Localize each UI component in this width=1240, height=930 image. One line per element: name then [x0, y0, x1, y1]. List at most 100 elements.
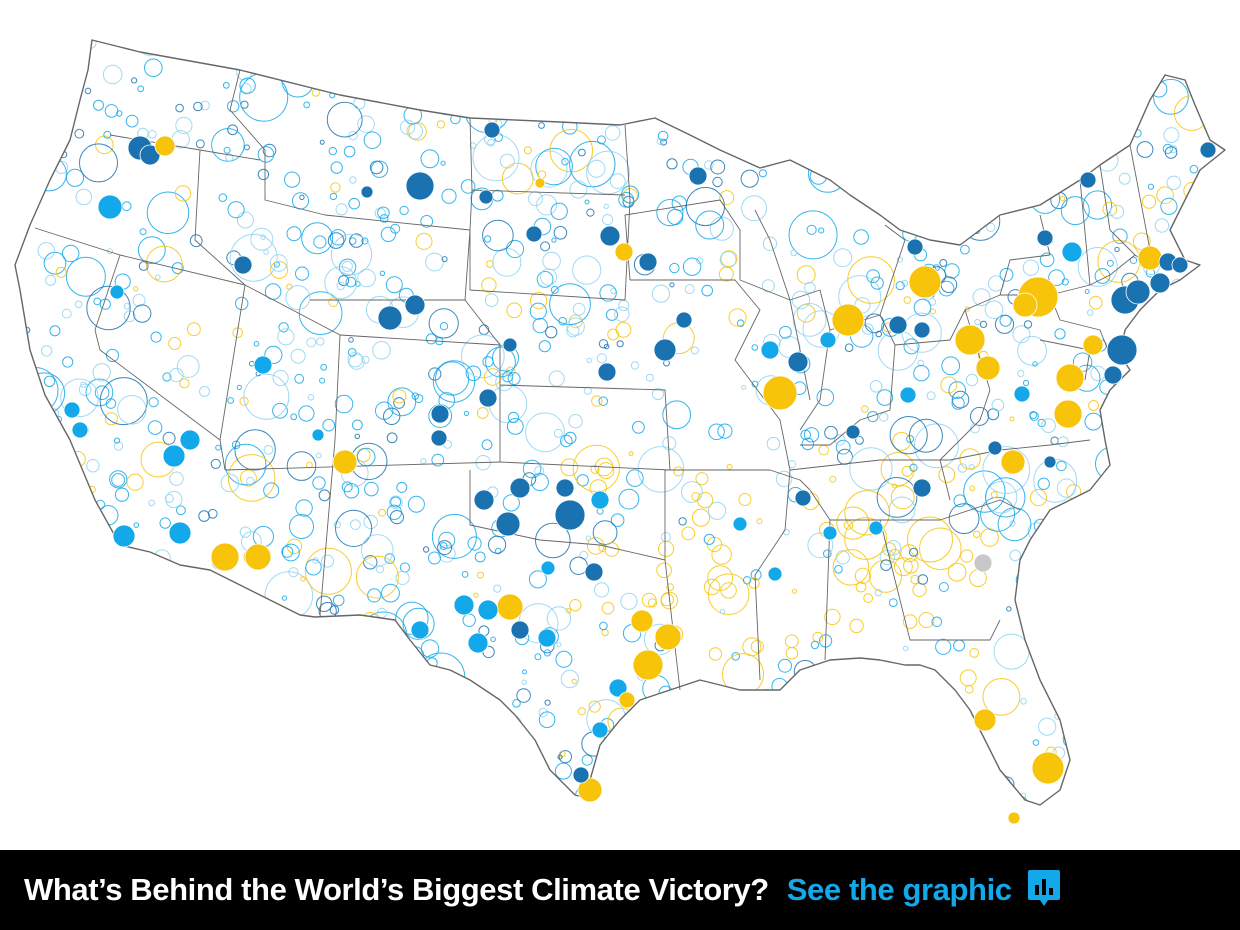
hollow-bubble: [55, 553, 63, 561]
hollow-bubble: [1068, 535, 1078, 544]
hollow-bubble: [315, 452, 322, 459]
hollow-bubble: [56, 134, 63, 141]
hollow-bubble: [306, 337, 317, 348]
hollow-bubble: [66, 765, 77, 775]
hollow-bubble: [406, 122, 424, 140]
hollow-bubble: [843, 520, 854, 530]
hollow-bubble: [348, 353, 365, 370]
solid-bubble: [311, 428, 325, 442]
hollow-bubble: [1202, 46, 1220, 64]
solid-bubble: [1007, 811, 1021, 825]
hollow-bubble: [375, 401, 394, 420]
hollow-bubble: [800, 429, 812, 441]
hollow-bubble: [666, 770, 684, 788]
hollow-bubble: [944, 263, 960, 279]
hollow-bubble: [314, 40, 333, 55]
hollow-bubble: [402, 607, 435, 641]
hollow-bubble: [682, 257, 702, 276]
hollow-bubble: [224, 443, 267, 486]
hollow-bubble: [1140, 686, 1155, 701]
hollow-bubble: [647, 598, 658, 608]
hollow-bubble: [361, 774, 375, 789]
hollow-bubble: [326, 101, 363, 138]
hollow-bubble: [1163, 127, 1180, 144]
bar-chart-icon[interactable]: [1026, 868, 1062, 913]
hollow-bubble: [306, 668, 321, 683]
state-border: [244, 284, 341, 616]
hollow-bubble: [1142, 194, 1157, 209]
hollow-bubble: [964, 306, 970, 312]
hollow-bubble: [180, 629, 188, 636]
state-border: [219, 284, 246, 441]
hollow-bubble: [1203, 794, 1210, 801]
solid-bubble: [762, 375, 798, 411]
hollow-bubble: [298, 405, 315, 422]
hollow-bubble: [908, 418, 943, 453]
hollow-bubble: [742, 40, 791, 86]
hollow-bubble: [1002, 130, 1016, 145]
hollow-bubble: [505, 738, 517, 750]
hollow-bubble: [21, 214, 29, 223]
hollow-bubble: [997, 507, 1032, 542]
hollow-bubble: [169, 699, 178, 707]
hollow-bubble: [1088, 400, 1100, 411]
solid-bubble: [572, 766, 590, 784]
hollow-bubble: [886, 40, 893, 47]
hollow-bubble: [121, 201, 132, 212]
hollow-bubble: [1136, 569, 1154, 586]
hollow-bubble: [508, 760, 525, 776]
hollow-bubble: [500, 85, 519, 104]
hollow-bubble: [986, 222, 996, 233]
hollow-bubble: [227, 100, 240, 113]
hollow-bubble: [557, 754, 563, 760]
hollow-bubble: [395, 570, 410, 586]
hollow-bubble: [886, 670, 936, 720]
hollow-bubble: [678, 747, 688, 757]
hollow-bubble: [678, 741, 722, 786]
hollow-bubble: [301, 222, 334, 255]
hollow-bubble: [521, 679, 527, 685]
hollow-bubble: [564, 431, 577, 445]
hollow-bubble: [50, 782, 60, 793]
hollow-bubble: [667, 48, 678, 59]
hollow-bubble: [389, 509, 404, 525]
hollow-bubble: [484, 293, 499, 308]
solid-bubble: [591, 721, 609, 739]
hollow-bubble: [59, 780, 76, 798]
hollow-bubble: [200, 100, 210, 111]
hollow-bubble: [960, 201, 1001, 241]
hollow-bubble: [79, 143, 118, 183]
hollow-bubble: [197, 771, 211, 785]
hollow-bubble: [712, 97, 732, 117]
hollow-bubble: [817, 682, 826, 691]
hollow-bubble: [53, 719, 65, 730]
hollow-bubble: [1214, 445, 1221, 452]
hollow-bubble: [351, 689, 368, 706]
hollow-bubble: [330, 49, 337, 57]
see-graphic-link[interactable]: See the graphic: [786, 872, 1012, 907]
hollow-bubble: [690, 346, 699, 355]
hollow-bubble: [596, 353, 607, 364]
hollow-bubble: [305, 58, 311, 64]
hollow-bubble: [235, 799, 250, 805]
hollow-bubble: [189, 719, 195, 725]
hollow-bubble: [888, 496, 916, 524]
hollow-bubble: [939, 158, 953, 172]
hollow-bubble: [1048, 97, 1056, 104]
hollow-bubble: [896, 256, 904, 263]
hollow-bubble: [877, 330, 919, 371]
hollow-bubble: [695, 210, 725, 240]
hollow-bubble: [173, 599, 183, 609]
hollow-bubble: [641, 90, 652, 101]
hollow-bubble: [361, 534, 394, 567]
hollow-bubble: [534, 653, 542, 661]
hollow-bubble: [203, 717, 214, 728]
hollow-bubble: [833, 115, 847, 128]
hollow-bubble: [155, 274, 161, 281]
hollow-bubble: [330, 233, 373, 276]
hollow-bubble: [392, 40, 435, 78]
hollow-bubble: [938, 582, 949, 592]
hollow-bubble: [953, 639, 966, 652]
hollow-bubble: [953, 124, 961, 131]
hollow-bubble: [125, 114, 139, 128]
